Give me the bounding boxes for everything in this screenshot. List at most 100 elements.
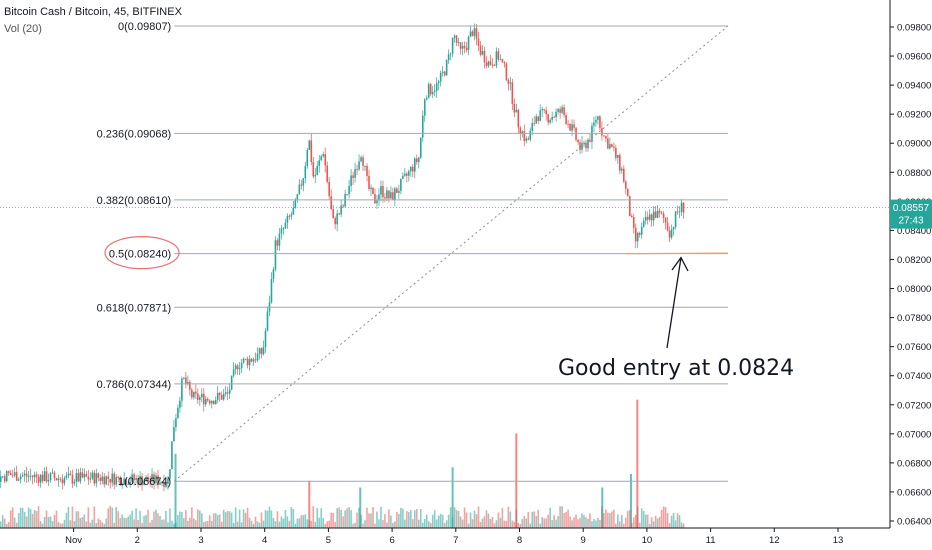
volume-bar (139, 510, 141, 528)
candle-body (111, 473, 114, 483)
fibonacci-retracement[interactable]: 0(0.09807) 0.236(0.09068) 0.382(0.08610) 0.… (97, 21, 729, 488)
price-tick-label: 0.09600 (897, 52, 931, 63)
candle-body (398, 190, 400, 193)
volume-bar (13, 517, 16, 528)
volume-bar (109, 506, 112, 528)
volume-bar (145, 515, 147, 528)
volume-bar (463, 507, 466, 528)
volume-bar (270, 510, 273, 528)
candle-body (97, 473, 100, 478)
candle-body (338, 213, 340, 215)
volume-bar (310, 520, 313, 528)
volume-indicator-label[interactable]: Vol (20) (4, 23, 42, 35)
volume-bar (234, 507, 237, 528)
volume-bar (525, 518, 528, 528)
volume-bar (252, 523, 255, 528)
price-tick-label: 0.07400 (897, 371, 931, 382)
candle-body (272, 269, 275, 279)
candle-body (408, 171, 410, 176)
candle-body (342, 205, 344, 207)
candle-body (318, 160, 321, 166)
volume-bar (189, 517, 191, 528)
volume-bar (47, 516, 50, 528)
candle-body (51, 472, 54, 474)
volume-bar (457, 511, 460, 528)
volume-bar (619, 521, 621, 528)
candle-body (386, 190, 388, 199)
time-tick-label: 3 (198, 535, 203, 546)
candle-body (585, 142, 587, 149)
volume-bar (63, 519, 66, 528)
volume-bar (121, 514, 123, 528)
volume-bar (599, 519, 601, 528)
candle-body (431, 92, 434, 95)
candle-body (282, 228, 285, 230)
volume-bar (388, 509, 390, 528)
time-axis[interactable]: 31Nov2345678910111213 (0, 527, 890, 546)
volume-bar (81, 516, 84, 528)
candle-body (457, 42, 460, 44)
volume-bar (529, 523, 532, 528)
price-tick-label: 0.07800 (897, 313, 931, 324)
volume-bar (493, 523, 496, 528)
candle-body (656, 210, 659, 218)
volume-bar (678, 515, 681, 528)
volume-bar (577, 519, 579, 528)
volume-bar (312, 506, 315, 528)
volume-bar (147, 509, 149, 528)
volume-bar (545, 518, 547, 528)
candle-body (125, 478, 127, 485)
candle-body (45, 471, 48, 482)
candle-body (47, 480, 50, 482)
volume-bar (569, 516, 571, 528)
volume-bar (433, 510, 436, 528)
candle-body (358, 161, 360, 170)
volume-bar (455, 510, 458, 528)
candle-body (334, 218, 336, 225)
candle-body (475, 28, 478, 39)
candle-body (139, 476, 141, 485)
candle-body (402, 175, 404, 179)
fib-level-label: 0(0.09807) (118, 21, 171, 33)
candle-body (410, 166, 412, 172)
volume-spike-bar (174, 453, 177, 528)
volume-bar (302, 515, 305, 528)
candle-body (252, 359, 255, 362)
candle-body (437, 81, 440, 84)
volume-bar (238, 509, 241, 528)
volume-bar (642, 510, 645, 528)
candle-body (75, 473, 78, 482)
volume-bar (9, 510, 12, 528)
volume-bar (491, 517, 494, 528)
candle-body (533, 123, 536, 124)
candle-body (117, 476, 119, 478)
volume-bar (51, 521, 54, 528)
price-tick-label: 0.07600 (897, 342, 931, 353)
candle-body (77, 473, 80, 482)
volume-bar (7, 522, 10, 528)
volume-bar (208, 515, 211, 528)
candle-body (103, 476, 106, 485)
candle-body (187, 381, 189, 385)
candle-body (561, 107, 563, 113)
candle-body (529, 130, 532, 140)
volume-bar (111, 507, 114, 528)
volume-bar (410, 510, 412, 528)
candle-body (579, 142, 581, 150)
candle-body (340, 205, 342, 215)
candle-body (294, 199, 297, 208)
volume-bar (55, 510, 58, 528)
candle-body (495, 51, 498, 66)
volume-bar (441, 514, 444, 528)
volume-bar (21, 507, 24, 528)
candle-body (611, 144, 613, 147)
volume-bar (368, 513, 370, 528)
price-axis[interactable]: 0.09800 0.09600 0.09400 0.09200 0.09000 0.088… (889, 0, 932, 550)
volume-bar (511, 520, 514, 528)
candle-body (173, 427, 175, 442)
volume-bar (364, 520, 366, 528)
volume-bar (644, 514, 647, 528)
candle-body (236, 365, 239, 370)
volume-spike-bar (636, 399, 639, 528)
